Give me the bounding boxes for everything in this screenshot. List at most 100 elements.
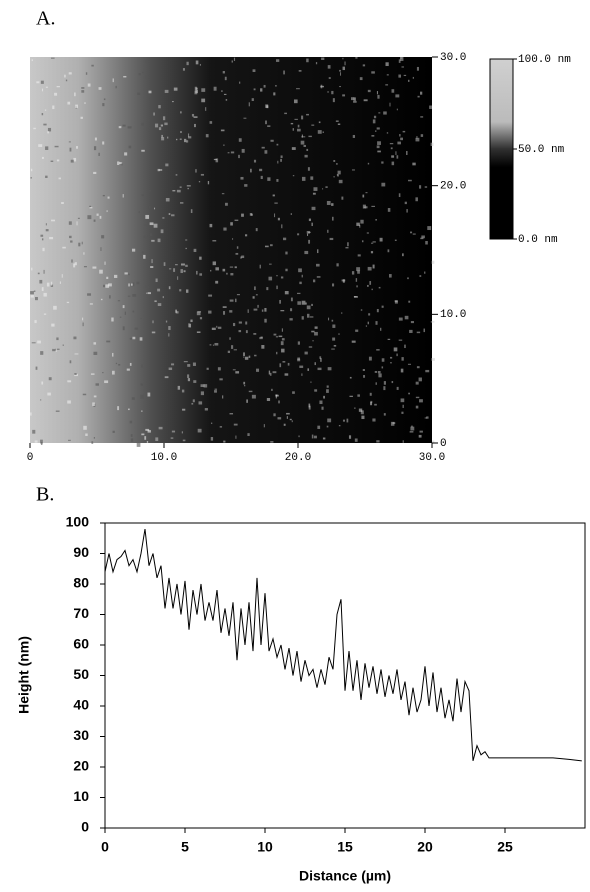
- texture: [227, 350, 231, 354]
- texture: [323, 395, 325, 399]
- texture: [374, 130, 377, 132]
- texture: [145, 75, 149, 79]
- texture: [298, 268, 302, 273]
- texture: [347, 242, 349, 247]
- texture: [281, 338, 285, 341]
- texture: [130, 283, 133, 286]
- texture: [168, 333, 170, 337]
- texture: [261, 345, 265, 349]
- texture: [41, 287, 44, 291]
- texture: [69, 147, 72, 152]
- texture: [280, 310, 285, 312]
- texture: [147, 234, 149, 237]
- texture: [331, 203, 334, 206]
- texture: [87, 293, 92, 296]
- texture: [40, 439, 43, 444]
- texture: [389, 356, 393, 359]
- texture: [338, 333, 340, 335]
- texture: [342, 57, 344, 60]
- texture: [140, 394, 144, 399]
- texture: [33, 290, 36, 292]
- texture: [306, 230, 310, 234]
- texture: [365, 325, 368, 327]
- texture: [235, 435, 237, 439]
- texture: [154, 207, 156, 210]
- texture: [70, 159, 74, 163]
- y-tick-label: 70: [73, 605, 89, 621]
- texture: [270, 441, 274, 443]
- texture: [229, 266, 234, 268]
- texture: [41, 381, 44, 385]
- texture: [327, 367, 332, 371]
- texture: [275, 394, 277, 399]
- texture: [301, 136, 306, 138]
- texture: [407, 277, 409, 280]
- texture: [137, 92, 141, 95]
- texture: [117, 161, 120, 166]
- texture: [140, 383, 143, 385]
- texture: [183, 361, 188, 363]
- texture: [311, 222, 314, 227]
- texture: [127, 295, 131, 297]
- texture: [409, 329, 413, 333]
- texture: [153, 112, 155, 116]
- texture: [263, 424, 265, 428]
- texture: [195, 60, 199, 65]
- texture: [276, 351, 278, 355]
- texture: [342, 94, 346, 97]
- texture: [146, 128, 149, 132]
- texture: [352, 134, 356, 138]
- texture: [376, 440, 380, 443]
- texture: [273, 92, 276, 96]
- texture: [360, 219, 364, 224]
- texture: [385, 62, 389, 67]
- texture: [153, 223, 158, 228]
- texture: [398, 59, 401, 63]
- texture: [359, 224, 361, 228]
- texture: [248, 390, 253, 393]
- texture: [45, 86, 48, 88]
- texture: [251, 98, 254, 102]
- texture: [74, 262, 77, 266]
- texture: [194, 90, 198, 95]
- texture: [82, 393, 87, 396]
- texture: [381, 358, 385, 362]
- texture: [385, 84, 389, 86]
- texture: [252, 296, 255, 299]
- texture: [419, 185, 422, 189]
- texture: [254, 354, 257, 357]
- texture: [162, 217, 165, 219]
- texture: [52, 348, 56, 352]
- texture: [314, 326, 318, 329]
- texture: [298, 70, 302, 72]
- y-tick-label: 10: [73, 788, 89, 804]
- texture: [396, 353, 398, 357]
- texture: [410, 426, 415, 431]
- texture: [311, 124, 315, 126]
- texture: [158, 127, 162, 131]
- texture: [111, 317, 114, 322]
- texture: [311, 303, 313, 307]
- texture: [221, 90, 223, 92]
- texture: [185, 239, 188, 241]
- texture: [314, 331, 318, 336]
- texture: [391, 380, 394, 384]
- texture: [377, 370, 381, 374]
- texture: [144, 224, 149, 226]
- texture: [238, 138, 242, 142]
- texture: [74, 373, 77, 376]
- texture: [128, 408, 130, 411]
- texture: [280, 158, 282, 162]
- texture: [42, 247, 45, 252]
- texture: [322, 188, 324, 190]
- texture: [61, 202, 64, 204]
- texture: [229, 412, 234, 415]
- texture: [387, 208, 391, 212]
- texture: [387, 249, 390, 253]
- texture: [369, 281, 372, 285]
- texture: [277, 417, 282, 420]
- texture: [146, 119, 150, 121]
- texture: [424, 417, 428, 419]
- texture: [391, 89, 395, 93]
- texture: [199, 317, 203, 320]
